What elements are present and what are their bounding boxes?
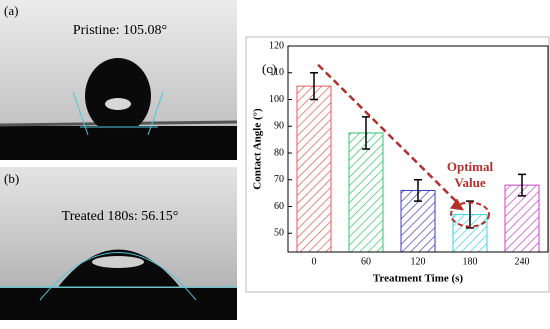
y-tick-label: 70 (274, 174, 284, 185)
error-bar (414, 179, 422, 202)
bar (348, 132, 384, 253)
y-tick-label: 80 (274, 147, 284, 158)
droplet (85, 58, 151, 134)
annotation: Value (454, 175, 486, 190)
chart: (c) Treatment Time (s) Contact Angle (°)… (252, 40, 549, 285)
error-bar (310, 72, 318, 101)
panel-b: (b) Treated 180s: 56.15° (0, 167, 237, 320)
y-tick-label: 90 (274, 121, 284, 132)
x-tick-label: 180 (463, 256, 478, 267)
panel-label: (b) (4, 171, 19, 186)
x-tick-label: 240 (515, 256, 530, 267)
tangent (147, 91, 164, 136)
x-axis-label: Treatment Time (s) (373, 273, 464, 285)
y-tick-label: 100 (269, 94, 284, 105)
plot-frame (287, 45, 549, 253)
caption: Pristine: 105.08° (73, 23, 167, 38)
droplet-highlight (92, 256, 144, 268)
y-tick-label: 110 (269, 67, 284, 78)
droplet-highlight (105, 98, 131, 110)
y-tick-label: 120 (269, 40, 284, 51)
y-axis-label: Contact Angle (°) (252, 108, 264, 190)
panel-label: (c) (262, 61, 276, 76)
panel-a: (a) Pristine: 105.08° (0, 0, 238, 160)
panel-frame (245, 36, 550, 293)
y-tick-label: 60 (274, 201, 284, 212)
substrate (0, 288, 237, 320)
tangent (72, 91, 89, 136)
x-tick-label: 0 (312, 256, 317, 267)
x-tick-label: 60 (361, 256, 371, 267)
x-tick-label: 120 (411, 256, 426, 267)
caption: Treated 180s: 56.15° (62, 209, 179, 224)
y-tick-label: 50 (274, 228, 284, 239)
panel-label: (a) (4, 3, 18, 18)
error-bar (518, 173, 526, 197)
bar (296, 85, 332, 253)
error-bar (362, 116, 370, 150)
fit-curve (39, 252, 197, 301)
error-bar (466, 200, 474, 229)
annotation: Optimal (447, 159, 494, 174)
trend-arrow (317, 63, 457, 203)
highlight-ellipse (450, 201, 490, 228)
